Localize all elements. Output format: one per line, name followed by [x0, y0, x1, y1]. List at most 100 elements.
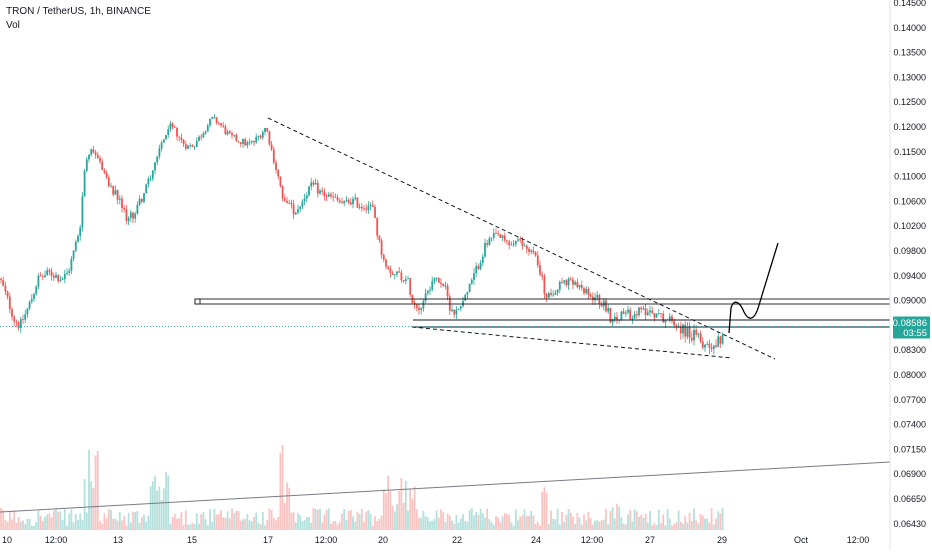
candle-body [435, 278, 438, 279]
candle-body [459, 306, 462, 309]
volume-bar [627, 514, 629, 530]
candle-body [114, 190, 117, 195]
volume-bar [600, 520, 603, 530]
volume-bar [532, 515, 535, 530]
volume-bar [602, 519, 605, 530]
candle-body [101, 161, 104, 171]
volume-bar [684, 516, 687, 530]
volume-bar [605, 508, 607, 530]
candle-body [204, 131, 207, 134]
volume-bar [389, 490, 392, 530]
candle-body [264, 127, 266, 132]
volume-bar [237, 511, 240, 530]
volume-trendline [0, 461, 891, 513]
candle-body [646, 312, 649, 316]
candle-body [308, 186, 310, 196]
volume-bar [420, 517, 423, 530]
candle-body [112, 185, 115, 195]
volume-bar [200, 514, 203, 530]
volume-bar [721, 508, 724, 530]
volume-label: Vol [6, 20, 20, 31]
volume-bar [578, 517, 581, 530]
volume-bar [431, 520, 434, 530]
candle-body [107, 177, 110, 186]
candle-body [530, 250, 533, 252]
volume-bar [404, 480, 407, 530]
volume-bar [290, 512, 293, 530]
candle-body [319, 190, 321, 194]
candle-body [147, 178, 150, 185]
candle-body [721, 335, 724, 344]
volume-bar [301, 521, 304, 530]
volume-bar [303, 520, 306, 530]
candle-body [19, 319, 22, 328]
candle-body [708, 343, 711, 348]
volume-bar [55, 509, 57, 530]
candle-body [222, 125, 225, 127]
volume-bar [409, 489, 412, 530]
volume-bar [506, 513, 508, 530]
volume-bar [330, 523, 332, 530]
candle-body [409, 278, 412, 295]
volume-bar [708, 522, 711, 530]
candle-body [30, 298, 33, 302]
candle-body [563, 280, 566, 283]
chart-legend: TRON / TetherUS, 1h, BINANCE Vol [6, 5, 151, 33]
volume-bar [354, 521, 357, 530]
volume-bar [33, 525, 35, 530]
candle-body [631, 318, 634, 320]
volume-bar [380, 515, 383, 530]
candle-body [576, 282, 579, 288]
volume-bar [589, 518, 592, 530]
volume-bar [286, 482, 288, 530]
candle-body [488, 238, 491, 245]
x-tick-label: 12:00 [45, 535, 68, 545]
volume-bar [138, 523, 141, 530]
candle-body [378, 235, 381, 241]
y-tick-label: 0.14000 [893, 23, 926, 33]
candle-body [213, 117, 216, 119]
candle-body [613, 316, 616, 320]
candle-body [547, 292, 550, 298]
volume-bar [591, 524, 594, 530]
volume-bar [668, 518, 671, 530]
candle-body [26, 308, 29, 315]
candle-body [279, 176, 282, 186]
candle-body [719, 336, 722, 344]
volume-bar [594, 520, 596, 530]
volume-bar [349, 510, 352, 530]
volume-bar [673, 523, 676, 530]
volume-bar [191, 522, 194, 530]
volume-bar [510, 522, 513, 530]
candle-body [682, 324, 684, 334]
volume-bar [314, 508, 317, 530]
volume-bar [352, 516, 354, 530]
candle-body [94, 152, 97, 155]
volume-bar [446, 513, 449, 530]
volume-bar [213, 508, 216, 530]
candle-body [327, 194, 330, 197]
candle-body [92, 149, 95, 153]
volume-bar [512, 525, 515, 530]
candle-body [116, 190, 119, 200]
volume-bar [277, 517, 280, 530]
candle-body [334, 197, 337, 198]
volume-bar [28, 518, 31, 530]
x-tick-label: 10 [2, 535, 12, 545]
candle-body [616, 316, 618, 321]
candle-body [695, 329, 698, 335]
candle-body [686, 326, 689, 337]
candle-body [376, 217, 379, 236]
candle-body [598, 295, 601, 305]
volume-bar [41, 520, 44, 530]
volume-bar [202, 512, 205, 530]
candle-body [343, 200, 346, 204]
candle-body [699, 333, 702, 342]
volume-bar [242, 519, 244, 530]
y-tick-label: 0.07150 [893, 444, 926, 454]
candle-body [336, 197, 339, 201]
symbol-title: TRON / TetherUS, 1h, BINANCE [6, 6, 151, 17]
volume-bar [96, 451, 99, 530]
